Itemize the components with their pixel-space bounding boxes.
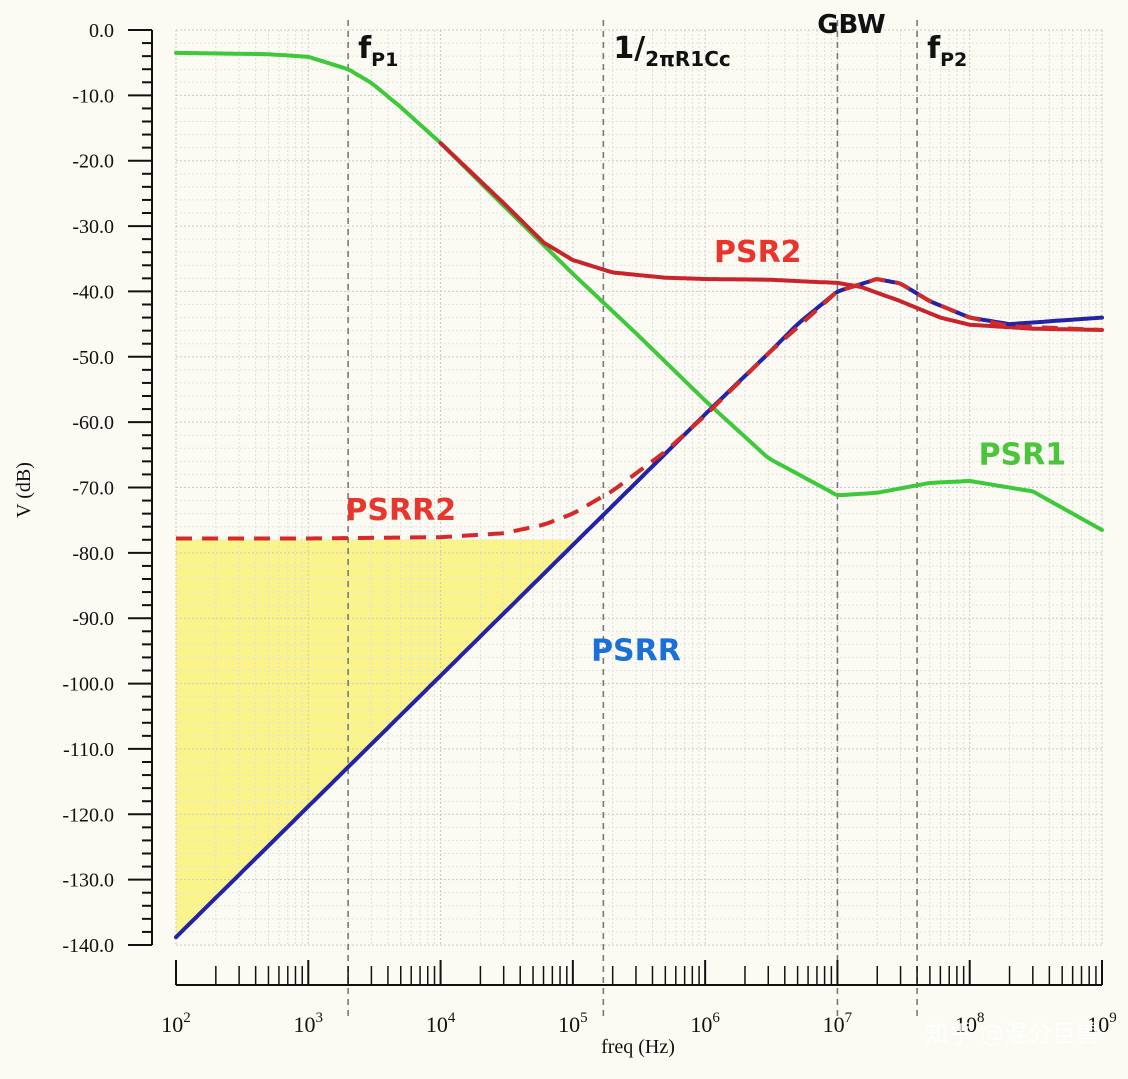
y-tick-label: -20.0 (72, 151, 114, 173)
x-tick-label: 103 (294, 1010, 324, 1037)
series-label-psr1: PSR1 (979, 438, 1067, 473)
y-tick-label: -130.0 (62, 870, 114, 892)
marker-label: fP1 (358, 31, 398, 71)
x-axis-title: freq (Hz) (601, 1036, 675, 1058)
y-tick-label: -70.0 (72, 478, 114, 500)
marker-label: fP2 (927, 31, 967, 71)
x-tick-label: 105 (558, 1010, 588, 1037)
y-tick-label: -110.0 (63, 739, 114, 761)
x-tick-label: 108 (955, 1010, 985, 1037)
y-tick-label: 0.0 (89, 20, 114, 42)
series-label-psr2: PSR2 (714, 235, 802, 270)
marker-label: GBW (817, 10, 885, 40)
y-tick-label: -30.0 (72, 216, 114, 238)
y-tick-label: -140.0 (62, 935, 114, 957)
y-tick-label: -80.0 (72, 543, 114, 565)
y-tick-label: -10.0 (72, 85, 114, 107)
y-tick-label: -90.0 (72, 608, 114, 630)
y-tick-label: -50.0 (72, 347, 114, 369)
series-line-psrr2 (176, 277, 1103, 541)
x-tick-label: 109 (1087, 1010, 1117, 1037)
x-tick-label: 107 (823, 1010, 853, 1037)
y-tick-label: -40.0 (72, 281, 114, 303)
series-line-psr1 (174, 50, 1104, 532)
marker-label: 1/2πR1Cc (613, 31, 730, 71)
x-tick-label: 104 (426, 1010, 456, 1037)
series-line-psr2 (438, 141, 1104, 332)
y-tick-label: -60.0 (72, 412, 114, 434)
series-label-psrr: PSRR (591, 634, 681, 669)
x-tick-label: 102 (161, 1010, 191, 1037)
y-tick-label: -120.0 (62, 804, 114, 826)
watermark: 知乎 @混分巨兽 (924, 1020, 1100, 1048)
y-axis-title: V (dB) (13, 462, 35, 518)
y-tick-label: -100.0 (62, 674, 114, 696)
x-tick-label: 106 (690, 1010, 720, 1037)
series-label-psrr2: PSRR2 (345, 493, 456, 528)
